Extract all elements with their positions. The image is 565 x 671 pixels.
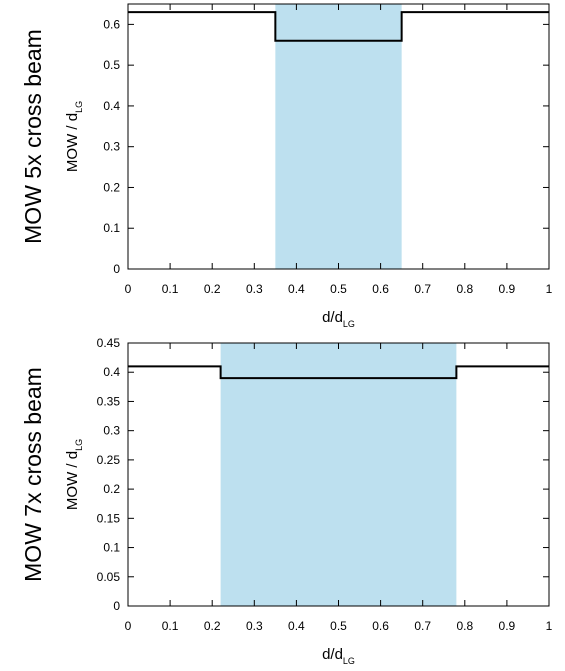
x-tick-label: 0.6 (372, 282, 389, 296)
x-tick-label: 0.5 (330, 619, 347, 633)
x-tick-label: 0.7 (414, 619, 431, 633)
y-tick-label: 0.45 (97, 336, 121, 350)
x-tick-label: 1 (546, 282, 553, 296)
y-tick-label: 0.1 (103, 541, 120, 555)
x-tick-label: 0.7 (414, 282, 431, 296)
x-tick-label: 0.2 (204, 282, 221, 296)
y-tick-label: 0.5 (103, 58, 120, 72)
y-tick-label: 0.3 (103, 140, 120, 154)
x-axis-label: d/dLG (322, 646, 355, 666)
chart-panel-2: 0 0.1 0.2 0.3 0.4 0.5 0.6 0.7 0.8 0.9 1 0 0.05 0.1 0.1… (20, 336, 553, 666)
y-tick-label: 0.25 (97, 453, 121, 467)
x-axis-label: d/dLG (322, 309, 355, 329)
shaded-region (275, 4, 401, 269)
y-tick-label: 0.05 (97, 570, 121, 584)
y-axis-label: MOW / dLG (64, 439, 84, 510)
side-title: MOW 5x cross beam (20, 29, 46, 244)
x-tick-label: 0.9 (499, 282, 516, 296)
y-tick-label: 0.15 (97, 511, 121, 525)
x-tick-label: 1 (546, 619, 553, 633)
x-tick-label: 0 (125, 282, 132, 296)
y-axis-label-subscript: LG (74, 439, 84, 451)
x-tick-label: 0.8 (456, 619, 473, 633)
y-axis-label: MOW / dLG (64, 101, 84, 172)
y-tick-label: 0.35 (97, 394, 121, 408)
x-tick-label: 0.6 (372, 619, 389, 633)
y-tick-label: 0.6 (103, 17, 120, 31)
y-tick-label: 0 (113, 262, 120, 276)
y-tick-label: 0 (113, 599, 120, 613)
x-tick-label: 0.2 (204, 619, 221, 633)
x-axis-label-main: d/d (322, 309, 343, 326)
side-title: MOW 7x cross beam (20, 367, 46, 582)
x-axis-label-subscript: LG (343, 656, 355, 666)
y-tick-label: 0.4 (103, 99, 120, 113)
x-tick-label: 0.1 (162, 619, 179, 633)
x-tick-label: 0.8 (456, 282, 473, 296)
x-tick-label: 0 (125, 619, 132, 633)
y-tick-label: 0.2 (103, 180, 120, 194)
y-axis-label-main: MOW / d (64, 451, 81, 510)
x-tick-label: 0.9 (499, 619, 516, 633)
y-tick-label: 0.1 (103, 221, 120, 235)
y-axis-label-subscript: LG (74, 101, 84, 113)
x-tick-label: 0.4 (288, 282, 305, 296)
x-tick-label: 0.3 (246, 282, 263, 296)
y-tick-label: 0.4 (103, 365, 120, 379)
x-axis-label-main: d/d (322, 646, 343, 663)
y-tick-label: 0.3 (103, 424, 120, 438)
x-axis-label-subscript: LG (343, 319, 355, 329)
y-axis-label-main: MOW / d (64, 113, 81, 172)
chart-panel-1: 0 0.1 0.2 0.3 0.4 0.5 0.6 0.7 0.8 0.9 1 0 0.1 0.2 0.3 0… (20, 4, 553, 329)
x-tick-label: 0.5 (330, 282, 347, 296)
x-tick-label: 0.3 (246, 619, 263, 633)
x-tick-label: 0.4 (288, 619, 305, 633)
x-tick-label: 0.1 (162, 282, 179, 296)
y-tick-label: 0.2 (103, 482, 120, 496)
shaded-region (221, 343, 457, 606)
